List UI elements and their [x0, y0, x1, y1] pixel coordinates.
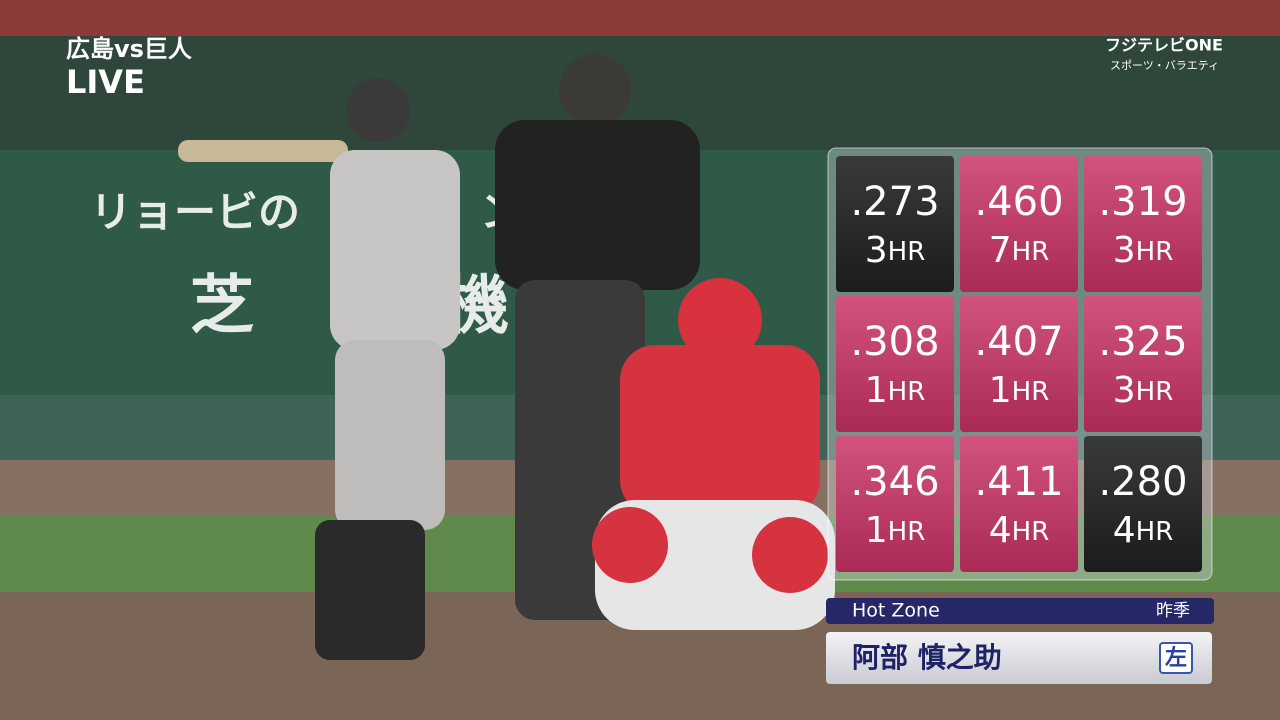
hr-count: 4 [989, 510, 1012, 551]
zone-cell [1084, 436, 1202, 572]
bats-badge [1159, 642, 1193, 674]
title-bar [826, 598, 1214, 624]
zone-hr: 3HR [865, 230, 926, 271]
player-name: 阿部 慎之助 [852, 641, 1002, 674]
hr-unit: HR [1012, 517, 1050, 547]
hot-zone-title: Hot Zone [852, 600, 940, 622]
stands [0, 0, 1280, 36]
period-label: 昨季 [1156, 601, 1190, 621]
zone-cell [960, 296, 1078, 432]
channel-logo: フジテレビONE [1105, 36, 1223, 55]
hr-count: 1 [865, 510, 888, 551]
banner-text: 芝 [190, 270, 254, 344]
zone-hr: 1HR [989, 370, 1050, 411]
zone-hr: 4HR [989, 510, 1050, 551]
hr-count: 1 [865, 370, 888, 411]
channel-sub: スポーツ・バラエティ [1110, 59, 1219, 72]
umpire-head [559, 54, 631, 126]
zone-avg: .273 [850, 179, 939, 225]
zone-cell [1084, 156, 1202, 292]
knee-guard [752, 517, 828, 593]
banner-text: リョービの [90, 188, 300, 237]
zone-avg: .280 [1098, 459, 1187, 505]
zone-avg: .346 [850, 459, 939, 505]
bat [178, 140, 348, 162]
zone-cell [836, 156, 954, 292]
hr-unit: HR [1136, 517, 1174, 547]
batter-socks [315, 520, 425, 660]
zone-hr: 1HR [865, 370, 926, 411]
hr-count: 3 [865, 230, 888, 271]
zone-avg: .325 [1098, 319, 1187, 365]
hr-unit: HR [888, 377, 926, 407]
hr-unit: HR [1136, 237, 1174, 267]
zone-avg: .308 [850, 319, 939, 365]
zone-cell [1084, 296, 1202, 432]
batter-legs [335, 340, 445, 530]
match-title: 広島vs巨人 [66, 35, 192, 63]
name-bar [826, 632, 1212, 684]
live-label: LIVE [66, 63, 145, 101]
zone-hr: 3HR [1113, 370, 1174, 411]
zone-cell [836, 436, 954, 572]
zone-cell [836, 296, 954, 432]
hr-unit: HR [1012, 377, 1050, 407]
hr-count: 7 [989, 230, 1012, 271]
zone-avg: .411 [974, 459, 1063, 505]
zone-avg: .319 [1098, 179, 1187, 225]
zone-avg: .460 [974, 179, 1063, 225]
hr-unit: HR [888, 237, 926, 267]
batter-body [330, 150, 460, 350]
zone-cell [960, 436, 1078, 572]
zone-hr: 7HR [989, 230, 1050, 271]
umpire-body [495, 120, 700, 290]
zone-hr: 1HR [865, 510, 926, 551]
hr-count: 3 [1113, 230, 1136, 271]
zone-avg: .407 [974, 319, 1063, 365]
zone-hr: 3HR [1113, 230, 1174, 271]
hr-count: 3 [1113, 370, 1136, 411]
hot-zone-grid: .2733HR.4607HR.3193HR.3081HR.4071HR.3253… [836, 156, 1202, 572]
hr-unit: HR [1136, 377, 1174, 407]
helmet [346, 78, 410, 142]
zone-hr: 4HR [1113, 510, 1174, 551]
hr-count: 1 [989, 370, 1012, 411]
knee-guard [592, 507, 668, 583]
zone-cell [960, 156, 1078, 292]
catcher-body [620, 345, 820, 515]
catcher-mask [678, 278, 762, 362]
hr-count: 4 [1113, 510, 1136, 551]
bats-label: 左 [1165, 645, 1187, 671]
hr-unit: HR [888, 517, 926, 547]
hr-unit: HR [1012, 237, 1050, 267]
